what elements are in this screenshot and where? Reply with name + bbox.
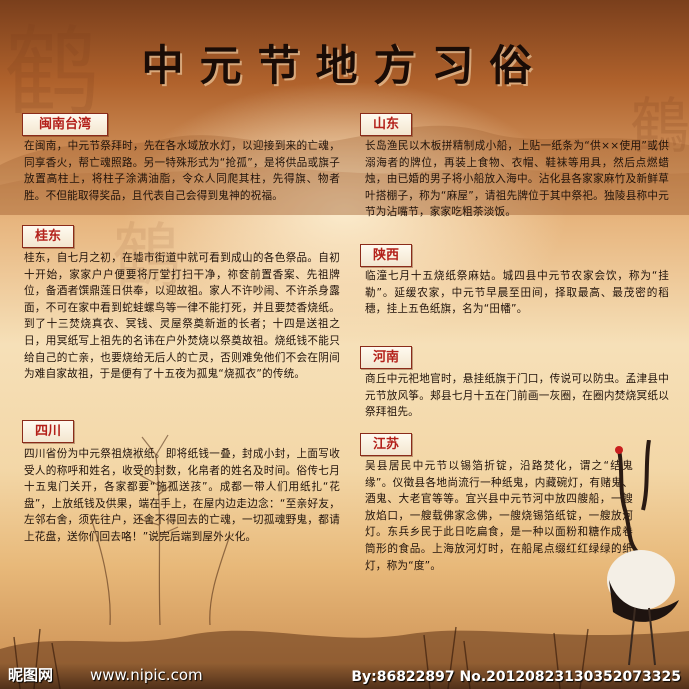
tag-henan: 河南 xyxy=(360,346,412,369)
background-calligraphy-mid: 鶴 xyxy=(112,215,182,297)
section-henan-text: 商丘中元祀地官时，悬挂纸旗于门口，传说可以防虫。孟津县中元节放风筝。郏县七月十五… xyxy=(365,373,669,419)
tag-jiangsu: 江苏 xyxy=(360,433,412,456)
watermark-id: By:86822897 No.20120823130352073325 xyxy=(351,669,681,685)
reeds-silhouette xyxy=(89,434,231,625)
watermark-bar xyxy=(0,663,689,689)
background-calligraphy-left: 鹤 xyxy=(4,16,100,128)
sky-glow xyxy=(120,80,570,340)
tag-sichuan: 四川 xyxy=(22,420,74,443)
watermark-url: www.nipic.com xyxy=(90,666,203,684)
crane-illustration xyxy=(607,440,679,666)
background-calligraphy-right: 鶴 xyxy=(630,92,689,162)
watermark-logo: 昵图网 xyxy=(8,666,54,684)
mountain-silhouette xyxy=(0,125,689,215)
section-shandong-text: 长岛渔民以木板拼精制成小船，上贴一纸条为“供××使用”或供溺海者的牌位，再装上食… xyxy=(365,140,669,219)
page-title: 中元节地方习俗 xyxy=(141,41,548,90)
section-guidong-text: 桂东，自七月之初，在墟市街道中就可看到成山的各色祭品。自初十开始，家家户户便要将… xyxy=(24,252,340,381)
section-jiangsu-text: 吴县居民中元节以锡箔折锭，沿路焚化，谓之“结鬼缘”。仪徵县各地尚流行一种纸鬼，内… xyxy=(365,460,633,572)
tag-shandong: 山东 xyxy=(360,113,412,136)
section-shaanxi-text: 临潼七月十五烧纸祭麻姑。城四县中元节农家会饮，称为“挂勒”。延缓农家，中元节早晨… xyxy=(365,270,669,316)
tag-shaanxi: 陕西 xyxy=(360,244,412,267)
tag-guidong: 桂东 xyxy=(22,225,74,248)
section-minnan-taiwan-text: 在闽南，中元节祭拜时，先在各水域放水灯，以迎接到来的亡魂，同享香火，帮亡魂照路。… xyxy=(24,140,340,202)
tag-minnan-taiwan: 闽南台湾 xyxy=(22,113,108,136)
section-sichuan-text: 四川省份为中元祭祖烧袱纸。即将纸钱一叠，封成小封，上面写收受人的称呼和姓名，收受… xyxy=(24,448,340,543)
